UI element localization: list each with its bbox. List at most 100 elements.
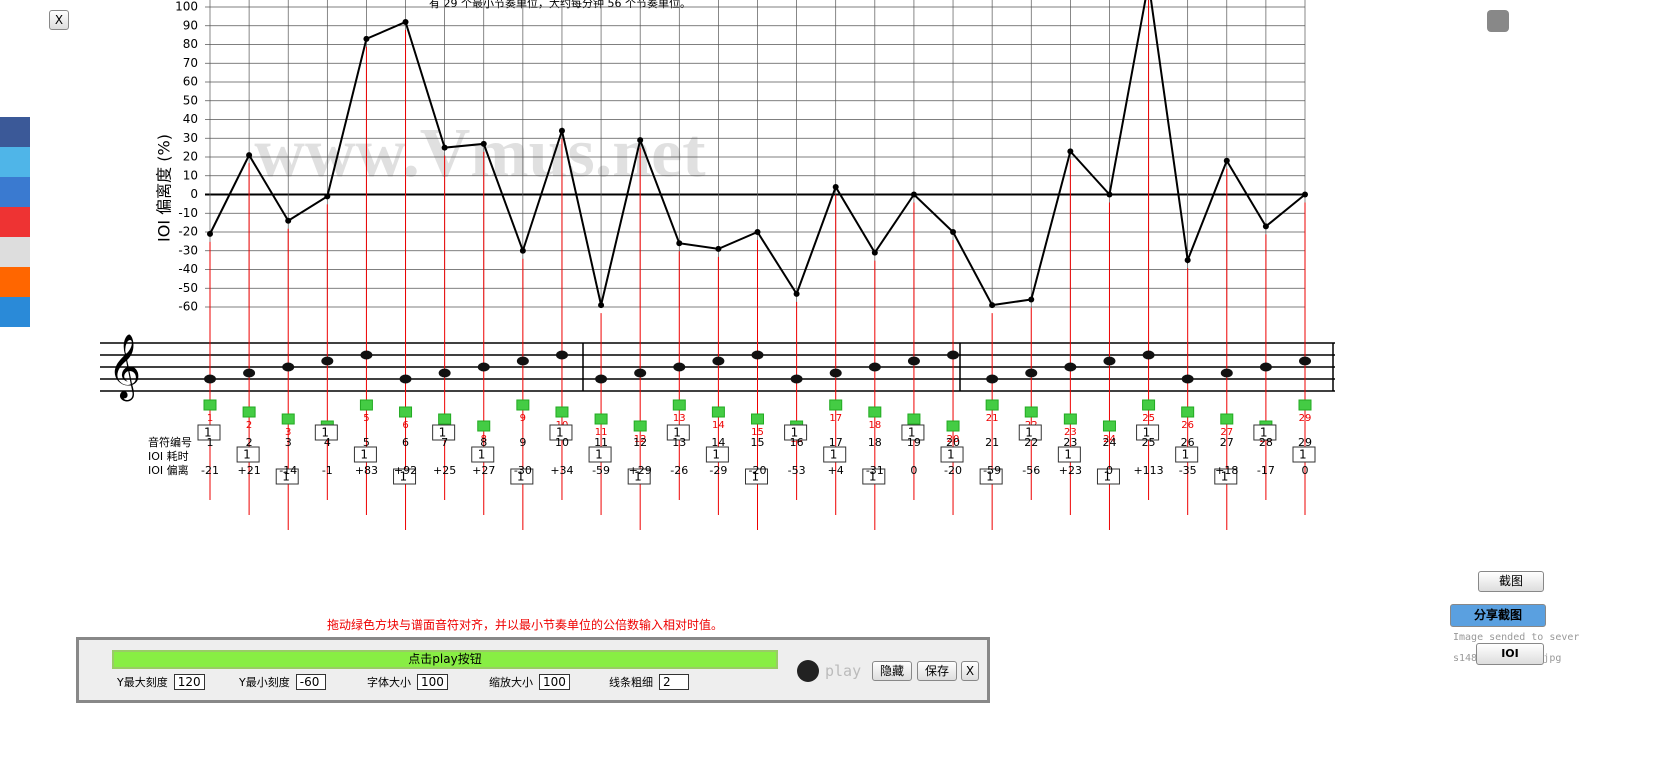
deviation-label: -59 [592, 464, 610, 477]
green-marker [281, 413, 295, 425]
marker-number: 12 [634, 434, 647, 445]
chart: 有 29 个最小节奏单位，大约每分钟 56 个节奏单位。 www.Vmus.ne… [100, 0, 1335, 530]
close-panel-button[interactable]: X [961, 661, 979, 681]
setting-label: Y最小刻度 [239, 676, 290, 689]
duration-value: 1 [673, 426, 681, 440]
deviation-label: +29 [629, 464, 652, 477]
y-tick-label: 80 [183, 37, 198, 51]
duration-value: 1 [243, 448, 251, 462]
note-number: 7 [441, 436, 448, 449]
weibo-icon[interactable] [0, 207, 30, 237]
help-icon[interactable] [0, 297, 30, 327]
data-point [402, 19, 409, 25]
marker-number: 3 [285, 427, 291, 438]
note-number: 27 [1220, 436, 1234, 449]
note-number: 24 [1102, 436, 1116, 449]
marker-number: 20 [947, 434, 960, 445]
more-icon[interactable] [0, 267, 30, 297]
green-marker [751, 413, 764, 425]
green-marker [907, 413, 921, 425]
duration-input [1136, 424, 1160, 441]
play-label[interactable]: play [825, 662, 862, 680]
green-marker [829, 399, 843, 411]
note-number: 6 [402, 436, 409, 449]
y-axis-title: IOI 偏离度 (%) [155, 134, 174, 242]
note-head [829, 368, 842, 378]
duration-value: 1 [595, 448, 603, 462]
note-number: 22 [1024, 436, 1038, 449]
y-tick-label: -20 [178, 225, 198, 239]
duration-input [979, 468, 1003, 485]
y-tick-label: 60 [183, 75, 198, 89]
green-marker [516, 399, 530, 411]
screenshot-button[interactable]: 截图 [1478, 571, 1544, 592]
green-marker [1063, 413, 1077, 425]
duration-input [549, 424, 573, 441]
setting: Y最小刻度 -60 [239, 674, 326, 690]
y-tick-label: 0 [190, 187, 198, 201]
note-head [1103, 356, 1116, 366]
deviation-label: -26 [670, 464, 688, 477]
duration-input [1175, 446, 1199, 463]
duration-input [393, 468, 417, 485]
data-point [519, 247, 526, 254]
green-marker [1102, 420, 1116, 432]
green-marker [242, 406, 256, 418]
note-number: 12 [633, 436, 647, 449]
ioi-button[interactable]: IOI [1476, 643, 1544, 665]
deviation-label: 0 [1106, 464, 1113, 477]
close-button[interactable]: X [49, 10, 69, 30]
marker-number: 13 [673, 413, 686, 424]
deviation-label: +34 [550, 464, 573, 477]
facebook-icon[interactable] [0, 117, 30, 147]
duration-input [627, 468, 651, 485]
setting-input[interactable]: 100 [417, 674, 448, 690]
note-number: 2 [246, 436, 253, 449]
share-button[interactable]: 分享截图 [1450, 604, 1546, 627]
duration-value: 1 [282, 470, 290, 484]
duration-value: 1 [360, 448, 368, 462]
duration-input [432, 424, 456, 441]
deviation-label: +21 [237, 464, 260, 477]
duration-input [823, 446, 847, 463]
y-tick-label: 50 [183, 93, 198, 107]
note-head [868, 362, 881, 372]
progress-bar[interactable]: 点击play按钮 [112, 650, 778, 669]
marker-number: 27 [1220, 427, 1233, 438]
green-marker [438, 413, 452, 425]
data-point [910, 191, 917, 198]
note-number: 18 [868, 436, 882, 449]
favorite-icon[interactable] [0, 177, 30, 207]
y-tick-label: 40 [183, 112, 198, 126]
setting-input[interactable]: 2 [659, 674, 689, 690]
deviation-label: -29 [709, 464, 727, 477]
duration-value: 1 [947, 448, 955, 462]
data-point [950, 229, 957, 235]
note-number: 5 [363, 436, 370, 449]
note-head [1181, 374, 1194, 384]
note-number: 14 [711, 436, 725, 449]
play-icon[interactable] [797, 660, 819, 682]
mail-icon[interactable] [0, 237, 30, 267]
data-point [480, 140, 487, 147]
data-point [1106, 191, 1113, 198]
hide-button[interactable]: 隐藏 [872, 661, 912, 681]
twitter-icon[interactable] [0, 147, 30, 177]
note-head [477, 362, 490, 372]
print-icon[interactable] [1487, 10, 1509, 32]
duration-value: 1 [204, 426, 212, 440]
save-button[interactable]: 保存 [917, 661, 957, 681]
duration-value: 1 [400, 470, 408, 484]
note-head [282, 362, 295, 372]
setting-label: 线条粗细 [609, 676, 653, 689]
note-number: 4 [324, 436, 331, 449]
duration-input [353, 446, 377, 463]
setting-input[interactable]: -60 [295, 674, 326, 690]
setting-input[interactable]: 100 [539, 674, 570, 690]
setting-input[interactable]: 120 [173, 674, 205, 690]
deviation-label: 0 [1302, 464, 1309, 477]
y-tick-label: 70 [183, 56, 198, 70]
green-marker [359, 399, 373, 411]
marker-number: 21 [986, 413, 999, 424]
deviation-label: -56 [1022, 464, 1040, 477]
